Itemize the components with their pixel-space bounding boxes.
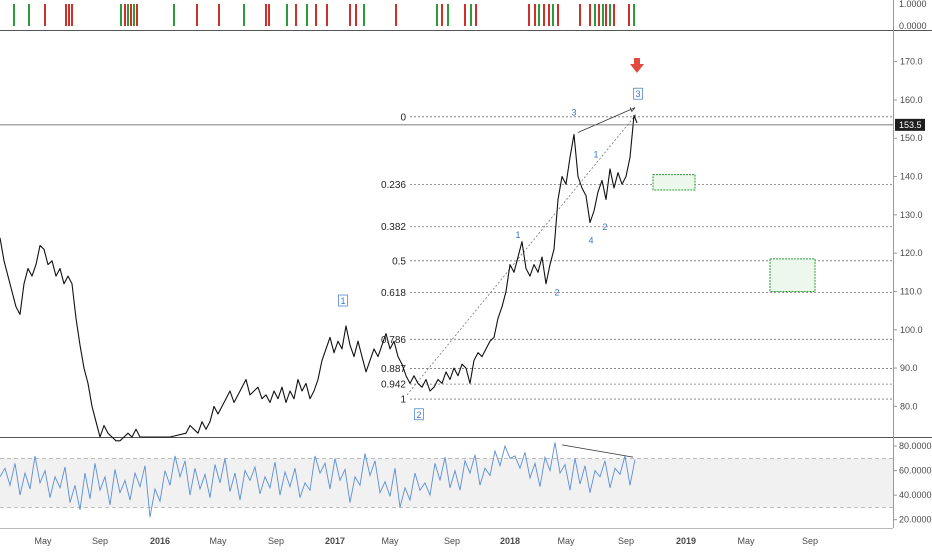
oscillator-panel: 80.0000 60.0000 40.0000 20.0000 [0,441,932,525]
price-tick-label: 160.0 [900,95,923,105]
target-zone-box [652,174,696,191]
signal-strip-axis: 1.0000 0.0000 [899,0,927,31]
wave-count-label: 1 [515,230,520,240]
time-axis-label: Sep [92,536,108,546]
fib-level-label: 0.786 [381,335,406,346]
oscillator-axis: 80.0000 60.0000 40.0000 20.0000 [893,441,932,525]
fib-level-label: 0.618 [381,288,406,299]
wave-count-label: 2 [602,222,607,232]
arrowhead-icon [629,107,636,113]
trend-lines [406,107,638,396]
time-axis-label: May [34,536,52,546]
fib-level-label: 0.236 [381,180,406,191]
dotted-trend-line [406,113,638,396]
oscillator-tick-label: 60.0000 [899,466,932,476]
time-axis-label: May [737,536,755,546]
time-axis-label: May [381,536,399,546]
oscillator-series [0,442,636,518]
fib-level-label: 0.5 [392,256,406,267]
signal-strip-panel: 1.0000 0.0000 [13,0,927,31]
oscillator-divergence-line [561,444,634,458]
last-price-badge [895,118,925,131]
wave-box-frame [338,294,348,307]
fib-level-label: 0.942 [381,380,406,391]
oscillator-line [0,442,636,518]
price-tick-label: 140.0 [900,172,923,182]
time-axis-label: 2019 [676,536,696,546]
arrow-trend-line [577,107,636,133]
sell-arrow-icon [630,58,644,73]
price-axis: 170.0 160.0 150.0 140.0 130.0 120.0 110.0 100.0… [893,57,923,411]
time-axis-label: 2018 [500,536,520,546]
price-tick-label: 110.0 [900,286,922,296]
wave-box-frame [633,87,643,100]
signal-tick-label: 0.0000 [899,21,927,31]
target-zones [652,174,816,292]
price-tick-label: 120.0 [900,248,923,258]
signal-tick-label: 1.0000 [899,0,927,9]
wave-box-frame [414,408,424,421]
price-series [0,114,638,442]
last-price-label: 153.5 [899,120,922,130]
wave-count-label: 1 [593,149,598,159]
fibonacci-retracement: 0 0.236 0.382 0.5 0.618 0.786 0.887 0.942 1 [381,112,893,406]
wave-count-label: 2 [554,287,559,297]
time-axis-label: May [557,536,575,546]
oscillator-tick-label: 20.0000 [899,515,932,525]
price-tick-label: 90.0 [900,363,918,373]
last-price-marker: 153.5 [0,118,925,131]
price-tick-label: 150.0 [900,133,923,143]
time-axis-label: May [209,536,227,546]
oscillator-tick-label: 80.0000 [899,441,932,451]
target-zone-box [769,258,816,292]
oscillator-tick-label: 40.0000 [899,490,932,500]
wave-count-label: 3 [571,107,576,117]
time-axis-label: Sep [444,536,460,546]
time-axis-label: Sep [618,536,634,546]
price-tick-label: 170.0 [900,57,923,67]
fib-level-label: 0.382 [381,222,406,233]
boxed-wave-label: 3 [635,89,640,99]
price-line [0,114,638,442]
boxed-wave-label: 1 [340,296,345,306]
time-axis-label: Sep [802,536,818,546]
time-axis: May Sep 2016 May Sep 2017 May Sep 2018 May Sep 2019… [34,536,818,546]
time-axis-label: 2016 [150,536,170,546]
time-axis-label: Sep [268,536,284,546]
wave-count-label: 4 [588,236,593,246]
fib-level-label: 1 [400,395,406,406]
price-tick-label: 100.0 [900,325,923,335]
sell-arrow-shape [630,58,644,73]
time-axis-label: 2017 [325,536,345,546]
fib-level-label: 0 [400,112,406,123]
fib-level-label: 0.887 [381,364,406,375]
price-tick-label: 130.0 [900,210,923,220]
boxed-wave-label: 2 [416,410,421,420]
price-tick-label: 80.0 [900,401,918,411]
